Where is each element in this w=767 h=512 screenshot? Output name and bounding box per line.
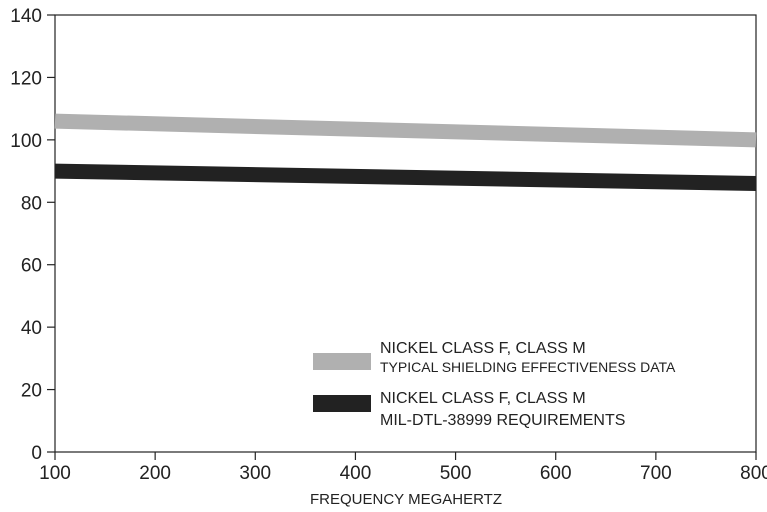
legend: NICKEL CLASS F, CLASS M TYPICAL SHIELDIN… [313, 340, 676, 429]
x-axis-title: FREQUENCY MEGAHERTZ [310, 491, 502, 508]
plot-area-frame [54, 14, 757, 453]
series-line-mil-dtl-requirements [54, 163, 757, 192]
legend-label-typical-line2: TYPICAL SHIELDING EFFECTIVENESS DATA [380, 359, 676, 375]
x-tick-label: 200 [139, 463, 171, 484]
series-layer [54, 113, 757, 192]
legend-swatch-requirements [313, 395, 371, 412]
x-tick-label: 300 [239, 463, 271, 484]
legend-label-requirements-line1: NICKEL CLASS F, CLASS M [380, 390, 586, 407]
legend-swatch-typical [313, 353, 371, 370]
y-tick-label: 100 [10, 131, 42, 152]
series-line-typical-shielding [54, 113, 757, 148]
x-tick-label: 500 [440, 463, 472, 484]
x-tick-label: 100 [39, 463, 71, 484]
y-tick-label: 40 [21, 318, 42, 339]
x-axis: 100 200 300 400 500 600 700 800 [39, 452, 767, 484]
legend-label-requirements-line2: MIL-DTL-38999 REQUIREMENTS [380, 412, 625, 429]
legend-label-typical-line1: NICKEL CLASS F, CLASS M [380, 340, 586, 357]
y-tick-label: 20 [21, 381, 42, 402]
y-axis: 0 20 40 60 80 100 120 140 [10, 6, 55, 464]
x-tick-label: 700 [640, 463, 672, 484]
x-tick-label: 600 [540, 463, 572, 484]
x-tick-label: 400 [340, 463, 372, 484]
y-tick-label: 120 [10, 68, 42, 89]
x-tick-label: 800 [740, 463, 767, 484]
y-tick-label: 60 [21, 256, 42, 277]
y-tick-label: 0 [31, 443, 42, 464]
y-tick-label: 140 [10, 6, 42, 27]
y-tick-label: 80 [21, 193, 42, 214]
